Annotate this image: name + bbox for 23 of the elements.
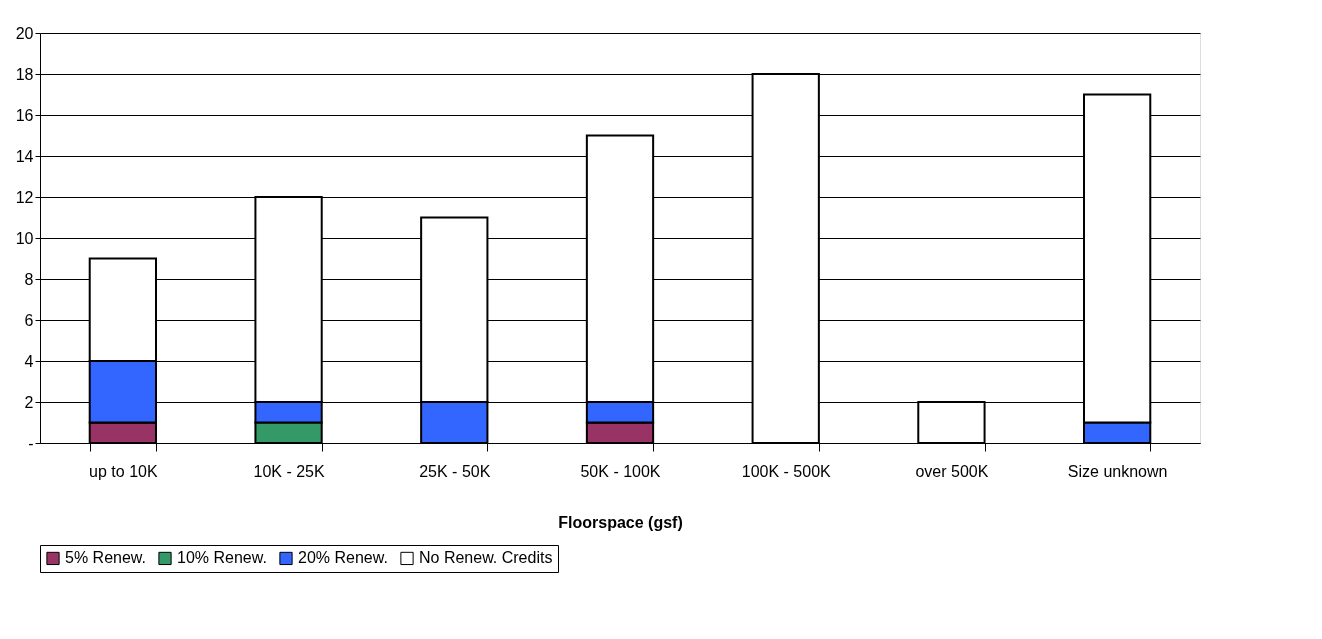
y-tick-label: 18 xyxy=(15,65,34,83)
legend-label: 20% Renew. xyxy=(298,549,388,567)
legend-label: 10% Renew. xyxy=(177,549,267,567)
x-tick-label: over 500K xyxy=(915,462,989,480)
y-tick-label: 16 xyxy=(15,106,34,124)
y-tick-label: 20 xyxy=(15,24,34,42)
x-tick-label: 100K - 500K xyxy=(741,462,832,480)
x-tick-label: Size unknown xyxy=(1067,462,1168,480)
y-tick-label: 12 xyxy=(15,188,34,206)
y-tick-label: 10 xyxy=(15,229,34,247)
legend-label: No Renew. Credits xyxy=(419,549,553,567)
y-tick-label: 4 xyxy=(24,352,34,370)
y-tick-label: 2 xyxy=(24,393,34,411)
y-tick-label: 6 xyxy=(24,311,34,329)
x-tick-label: 50K - 100K xyxy=(580,462,661,480)
x-axis-title: Floorspace (gsf) xyxy=(558,513,683,531)
y-tick-label: 14 xyxy=(15,147,34,165)
x-tick-label: up to 10K xyxy=(89,462,158,480)
y-tick-label: 8 xyxy=(24,270,34,288)
legend-label: 5% Renew. xyxy=(65,549,146,567)
y-tick-label: - xyxy=(28,434,34,452)
x-tick-label: 10K - 25K xyxy=(253,462,325,480)
x-tick-label: 25K - 50K xyxy=(419,462,491,480)
